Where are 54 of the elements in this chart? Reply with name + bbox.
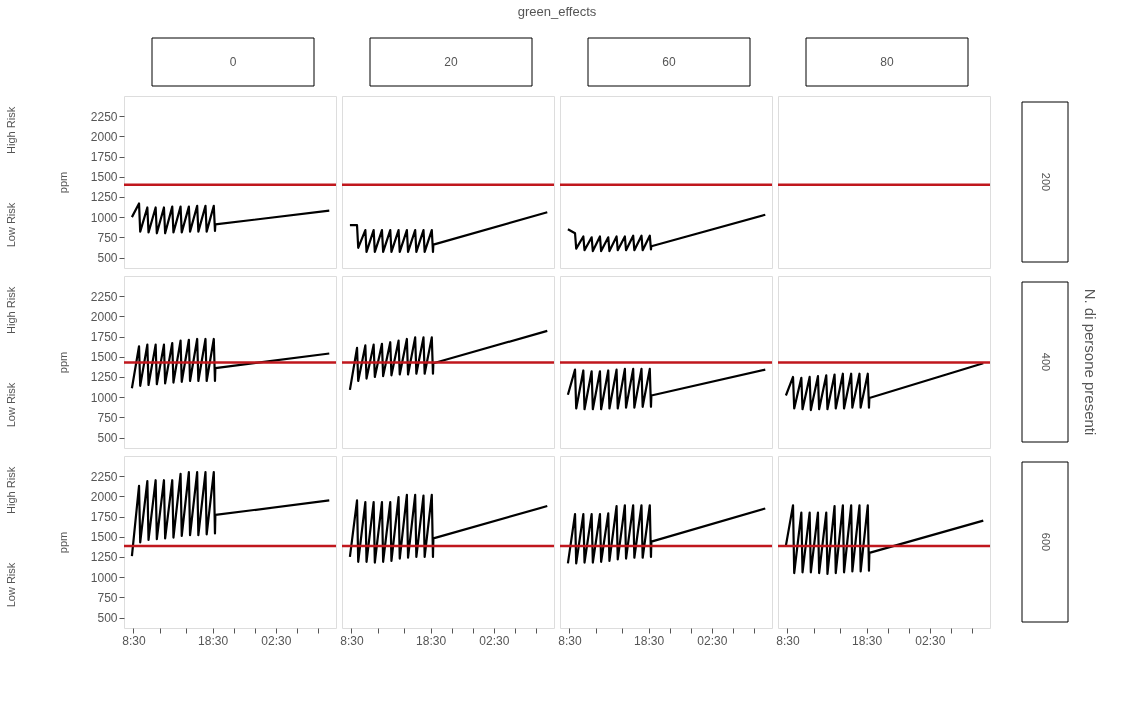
x-tick-label: 18:30 <box>416 633 447 648</box>
y-tick-label: 1750 <box>90 510 118 525</box>
y-tick-label: 2250 <box>90 469 118 484</box>
y-tick-label: 1250 <box>90 550 118 565</box>
y-tick-label: 2250 <box>90 289 118 304</box>
y-tick-label: 1500 <box>90 530 118 545</box>
y-tick-label: 1000 <box>90 210 118 225</box>
text: 200 <box>1040 172 1052 192</box>
y-tick-label: 500 <box>97 251 118 265</box>
text: Low Risk <box>5 202 17 248</box>
chart-title: 0 <box>229 55 237 69</box>
chart-title: 20 <box>444 55 458 69</box>
text: 600 <box>1040 532 1052 552</box>
x-tick-label: 8:30 <box>122 633 146 648</box>
text: High Risk <box>5 286 17 334</box>
y-tick-label: 1250 <box>90 370 118 385</box>
y-tick-label: 500 <box>97 431 118 445</box>
chart-title: 60 <box>662 55 676 69</box>
y-tick-label: 500 <box>97 611 118 625</box>
x-tick-label: 18:30 <box>198 633 229 648</box>
y-tick-label: 1500 <box>90 170 118 185</box>
y-tick-label: 2000 <box>90 489 118 504</box>
text: Low Risk <box>5 382 17 428</box>
y-tick-label: 750 <box>97 410 118 425</box>
x-tick-label: 8:30 <box>558 633 582 648</box>
y-axis-title: ppm <box>56 351 69 374</box>
text: N. di persone presenti <box>1082 288 1099 436</box>
x-tick-label: 8:30 <box>340 633 364 648</box>
x-tick-label: 18:30 <box>852 633 883 648</box>
y-tick-label: 750 <box>97 230 118 245</box>
y-tick-label: 2250 <box>90 109 118 124</box>
y-axis-title: ppm <box>56 171 69 194</box>
x-tick-label: 02:30 <box>261 633 292 648</box>
text: Low Risk <box>5 562 17 608</box>
y-tick-label: 1000 <box>90 390 118 405</box>
text: green_effects <box>517 4 597 19</box>
y-tick-label: 2000 <box>90 309 118 324</box>
y-tick-label: 1750 <box>90 330 118 345</box>
x-tick-label: 02:30 <box>697 633 728 648</box>
x-tick-label: 8:30 <box>776 633 800 648</box>
y-tick-label: 750 <box>97 590 118 605</box>
x-tick-label: 18:30 <box>634 633 665 648</box>
text: High Risk <box>5 466 17 514</box>
x-tick-label: 02:30 <box>915 633 946 648</box>
y-tick-label: 1250 <box>90 190 118 205</box>
y-tick-label: 2000 <box>90 129 118 144</box>
x-tick-label: 02:30 <box>479 633 510 648</box>
y-tick-label: 1750 <box>90 150 118 165</box>
text: 400 <box>1040 352 1052 372</box>
chart-title: 80 <box>880 55 894 69</box>
y-tick-label: 1500 <box>90 350 118 365</box>
y-tick-label: 1000 <box>90 570 118 585</box>
text: High Risk <box>5 106 17 154</box>
y-axis-title: ppm <box>56 531 69 554</box>
